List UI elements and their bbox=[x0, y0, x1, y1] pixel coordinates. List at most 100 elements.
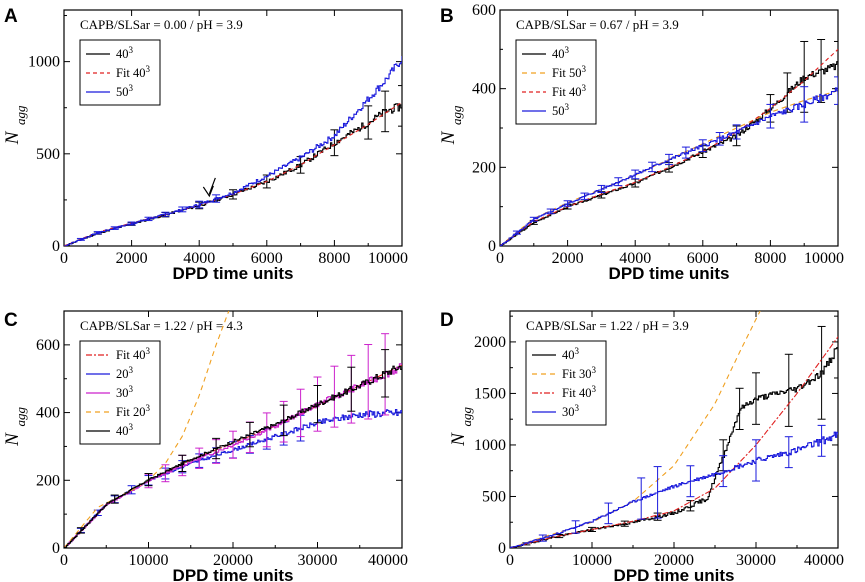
y-axis-title-sub: agg bbox=[459, 407, 474, 427]
condition-annotation: CAPB/SLSar = 0.67 / pH = 3.9 bbox=[516, 17, 679, 32]
legend-label: 403 bbox=[116, 45, 134, 61]
legend-label: Fit 403 bbox=[116, 346, 151, 362]
x-axis-title: DPD time units bbox=[173, 264, 294, 283]
y-axis-title-main: N bbox=[2, 432, 23, 447]
legend-label-main: 30 bbox=[116, 386, 129, 400]
condition-annotation: CAPB/SLSar = 1.22 / pH = 3.9 bbox=[526, 318, 689, 333]
y-axis-title-main: N bbox=[448, 432, 469, 447]
y-axis-title-main: N bbox=[438, 130, 459, 145]
legend-label-main: 20 bbox=[116, 367, 129, 381]
y-axis-title-main: N bbox=[2, 130, 23, 145]
legend-label: 403 bbox=[562, 346, 580, 362]
legend-label-main: 40 bbox=[116, 424, 129, 438]
legend-label: 403 bbox=[552, 45, 570, 61]
series-fit-40 bbox=[64, 101, 402, 246]
series-group bbox=[64, 56, 402, 246]
panel-letter: B bbox=[440, 6, 454, 27]
x-tick-label: 30000 bbox=[736, 552, 776, 569]
legend-label-sup: 3 bbox=[129, 365, 134, 375]
x-tick-label: 0 bbox=[506, 552, 514, 569]
series-30 bbox=[510, 424, 838, 548]
legend-label-sup: 3 bbox=[565, 45, 570, 55]
series-line bbox=[64, 365, 402, 548]
legend-label-sup: 3 bbox=[582, 64, 587, 74]
x-tick-label: 20000 bbox=[654, 552, 694, 569]
legend-label: Fit 303 bbox=[562, 365, 597, 381]
legend-label-sup: 3 bbox=[592, 384, 597, 394]
legend-label-sup: 3 bbox=[129, 45, 134, 55]
y-tick-label: 500 bbox=[482, 488, 506, 505]
x-tick-label: 2000 bbox=[116, 250, 148, 267]
series-line bbox=[64, 103, 402, 246]
x-tick-label: 10000 bbox=[368, 250, 408, 267]
x-tick-label: 6000 bbox=[251, 250, 283, 267]
series-group bbox=[500, 39, 838, 246]
x-tick-label: 6000 bbox=[687, 250, 719, 267]
series-fit-40 bbox=[500, 48, 838, 246]
legend-label: Fit 203 bbox=[116, 403, 151, 419]
arrow-shaft bbox=[208, 177, 216, 195]
y-tick-label: 1000 bbox=[28, 54, 60, 71]
panel-a: A 0 2000 4000 6000 8000 10000 0 500 1000 DPD time … bbox=[2, 6, 408, 283]
series-fit-40 bbox=[510, 336, 838, 548]
legend-label-sup: 3 bbox=[146, 346, 151, 356]
x-tick-label: 4000 bbox=[183, 250, 215, 267]
y-tick-label: 2000 bbox=[474, 334, 506, 351]
legend-label-main: 40 bbox=[116, 47, 129, 61]
x-axis-title: DPD time units bbox=[609, 264, 730, 283]
legend-label-sup: 3 bbox=[582, 83, 587, 93]
legend-label-main: Fit 40 bbox=[562, 386, 592, 400]
y-tick-label: 400 bbox=[472, 81, 496, 98]
x-tick-label: 8000 bbox=[754, 250, 786, 267]
legend-label-main: 30 bbox=[562, 405, 575, 419]
x-tick-label: 10000 bbox=[572, 552, 612, 569]
x-tick-label: 0 bbox=[60, 552, 68, 569]
legend-label-sup: 3 bbox=[129, 384, 134, 394]
series-line bbox=[64, 101, 402, 246]
series-40 bbox=[64, 85, 402, 246]
y-axis-title-sub: agg bbox=[13, 407, 28, 427]
series-line bbox=[500, 61, 838, 246]
legend-label-main: 50 bbox=[116, 85, 129, 99]
x-axis-title: DPD time units bbox=[173, 566, 294, 582]
panel-c: C 0 10000 20000 30000 40000 0 200 400 600 DPD time… bbox=[2, 310, 408, 582]
panel-letter: A bbox=[4, 6, 18, 27]
panel-b: B 0 2000 4000 6000 8000 10000 0 200 400 600 DPD tim… bbox=[438, 2, 844, 283]
y-tick-label: 1500 bbox=[474, 385, 506, 402]
panel-d: D 0 10000 20000 30000 40000 0 500 1000 1500 2000 DP… bbox=[440, 310, 844, 582]
x-tick-label: 20000 bbox=[213, 552, 253, 569]
legend-label: 403 bbox=[116, 422, 134, 438]
y-tick-label: 500 bbox=[36, 146, 60, 163]
legend-label-sup: 3 bbox=[575, 346, 580, 356]
legend-label: Fit 403 bbox=[562, 384, 597, 400]
x-axis-title: DPD time units bbox=[614, 566, 735, 582]
series-line bbox=[510, 336, 838, 548]
series-line bbox=[500, 48, 838, 246]
legend-label-sup: 3 bbox=[592, 365, 597, 375]
x-tick-label: 0 bbox=[496, 250, 504, 267]
y-tick-label: 0 bbox=[498, 540, 506, 557]
panel-letter: C bbox=[4, 310, 18, 331]
legend-label-main: 40 bbox=[552, 47, 565, 61]
legend-label-main: Fit 40 bbox=[116, 66, 146, 80]
legend-label-sup: 3 bbox=[129, 422, 134, 432]
legend-label-sup: 3 bbox=[565, 102, 570, 112]
legend-label-main: Fit 30 bbox=[562, 367, 592, 381]
y-axis-title-sub: agg bbox=[449, 105, 464, 125]
legend-label: 303 bbox=[562, 403, 580, 419]
condition-annotation: CAPB/SLSar = 1.22 / pH = 4.3 bbox=[80, 318, 243, 333]
y-tick-label: 200 bbox=[472, 159, 496, 176]
x-tick-label: 40000 bbox=[368, 552, 408, 569]
x-tick-label: 0 bbox=[60, 250, 68, 267]
series-line bbox=[64, 56, 402, 246]
legend-label-main: Fit 20 bbox=[116, 405, 146, 419]
legend-label: 303 bbox=[116, 384, 134, 400]
panel-letter: D bbox=[440, 310, 454, 331]
legend-label-main: Fit 40 bbox=[116, 348, 146, 362]
